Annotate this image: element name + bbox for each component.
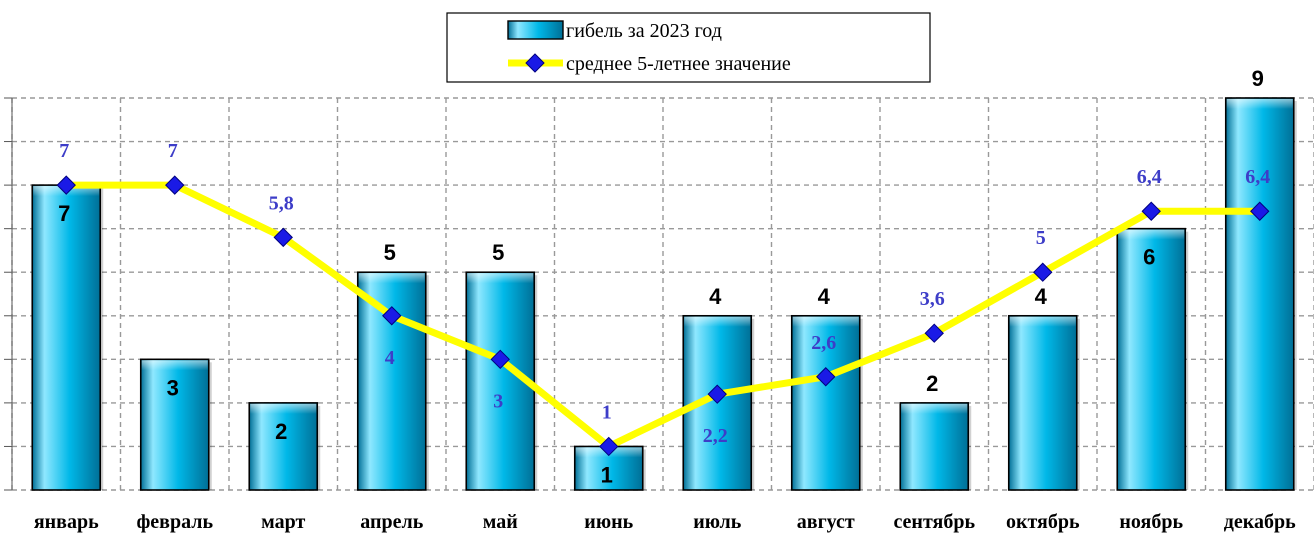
bar bbox=[899, 402, 972, 491]
average-value-label: 7 bbox=[168, 140, 178, 162]
category-label: апрель bbox=[360, 511, 423, 533]
line-marker bbox=[165, 175, 185, 195]
bar bbox=[139, 358, 212, 491]
line-marker bbox=[382, 306, 402, 326]
line-marker bbox=[707, 384, 727, 404]
line-marker bbox=[1033, 262, 1053, 282]
bar-highlight bbox=[1118, 229, 1185, 240]
bar-body bbox=[1007, 314, 1078, 491]
average-value-label: 3 bbox=[493, 390, 503, 412]
bar-value-label: 7 bbox=[58, 201, 70, 226]
average-line bbox=[66, 181, 1260, 450]
bar-body bbox=[248, 402, 319, 491]
bar-body bbox=[899, 402, 970, 491]
bar-highlight bbox=[467, 273, 534, 284]
bar-series bbox=[31, 97, 1297, 491]
bar-value-label: 2 bbox=[926, 371, 938, 396]
line-marker bbox=[1250, 201, 1270, 221]
line-marker bbox=[924, 323, 944, 343]
bar bbox=[31, 184, 104, 491]
bar-highlight bbox=[1226, 99, 1293, 109]
grid bbox=[4, 97, 1314, 491]
average-value-label: 1 bbox=[602, 401, 612, 423]
legend-label-line: среднее 5-летнее значение bbox=[566, 53, 791, 75]
bar-highlight bbox=[358, 273, 425, 284]
bar-value-label: 5 bbox=[384, 240, 396, 265]
bar bbox=[248, 402, 321, 491]
category-label: февраль bbox=[136, 511, 213, 533]
category-label: октябрь bbox=[1006, 511, 1080, 533]
line-marker bbox=[1141, 201, 1161, 221]
bar bbox=[1116, 227, 1189, 491]
bar-highlight bbox=[684, 316, 751, 327]
bar-highlight bbox=[141, 360, 208, 371]
average-value-label: 5 bbox=[1036, 227, 1046, 249]
bar-body bbox=[1224, 97, 1295, 491]
bar-highlight bbox=[901, 403, 968, 414]
legend-swatch-bar bbox=[507, 20, 564, 40]
average-value-label: 6,4 bbox=[1245, 166, 1270, 188]
bar-value-label: 3 bbox=[167, 375, 179, 400]
average-value-label: 5,8 bbox=[269, 192, 294, 214]
bar-body bbox=[1116, 227, 1187, 491]
bar-body bbox=[139, 358, 210, 491]
bar-value-label: 2 bbox=[275, 419, 287, 444]
category-label: июль bbox=[693, 511, 742, 533]
bar-value-label: 6 bbox=[1143, 245, 1155, 270]
bar bbox=[1007, 314, 1080, 491]
category-label: декабрь bbox=[1224, 511, 1296, 533]
average-value-label: 3,6 bbox=[920, 288, 945, 310]
category-label: август bbox=[797, 511, 855, 533]
bar-value-label: 4 bbox=[1035, 284, 1048, 309]
average-value-label: 2,6 bbox=[811, 332, 836, 354]
bar bbox=[465, 271, 538, 491]
bar-highlight bbox=[1009, 316, 1076, 327]
legend-swatch-marker bbox=[525, 53, 545, 73]
line-marker bbox=[816, 367, 836, 387]
bar-value-label: 4 bbox=[709, 284, 722, 309]
bar-body bbox=[356, 271, 427, 491]
line-marker bbox=[273, 227, 293, 248]
legend: гибель за 2023 год среднее 5-летнее значе… bbox=[446, 12, 931, 83]
bar-highlight bbox=[250, 403, 317, 414]
category-label: март bbox=[261, 511, 305, 533]
average-value-label: 4 bbox=[385, 347, 395, 369]
bar bbox=[1224, 97, 1297, 491]
category-label: июнь bbox=[584, 511, 633, 533]
bar bbox=[356, 271, 429, 491]
category-label: май bbox=[483, 511, 518, 533]
bar-body bbox=[31, 184, 102, 491]
bar-value-label: 9 bbox=[1252, 66, 1264, 91]
category-axis: январь февраль март апрель май июнь июль август… bbox=[34, 511, 1296, 533]
bar-value-label: 1 bbox=[601, 462, 613, 487]
line-marker bbox=[599, 436, 619, 457]
line-marker bbox=[490, 349, 510, 370]
bar bbox=[790, 314, 863, 491]
bar-value-label: 4 bbox=[818, 284, 831, 309]
average-value-label: 7 bbox=[59, 140, 69, 162]
bar-highlight bbox=[792, 316, 859, 327]
bar-body bbox=[790, 314, 861, 491]
category-label: ноябрь bbox=[1119, 511, 1183, 533]
line-series bbox=[56, 175, 1270, 457]
average-value-label: 2,2 bbox=[703, 425, 728, 447]
legend-label-bar: гибель за 2023 год bbox=[566, 20, 722, 42]
bar-value-label: 5 bbox=[492, 240, 504, 265]
line-marker bbox=[56, 175, 76, 195]
data-labels: 7 3 2 5 5 1 4 4 2 4 6 9 7 7 5,8 4 3 1 2,2 2,6 3,6 5 6,4 6,4 bbox=[58, 66, 1270, 487]
category-label: январь bbox=[34, 511, 99, 533]
category-label: сентябрь bbox=[893, 511, 975, 533]
average-value-label: 6,4 bbox=[1137, 166, 1162, 188]
